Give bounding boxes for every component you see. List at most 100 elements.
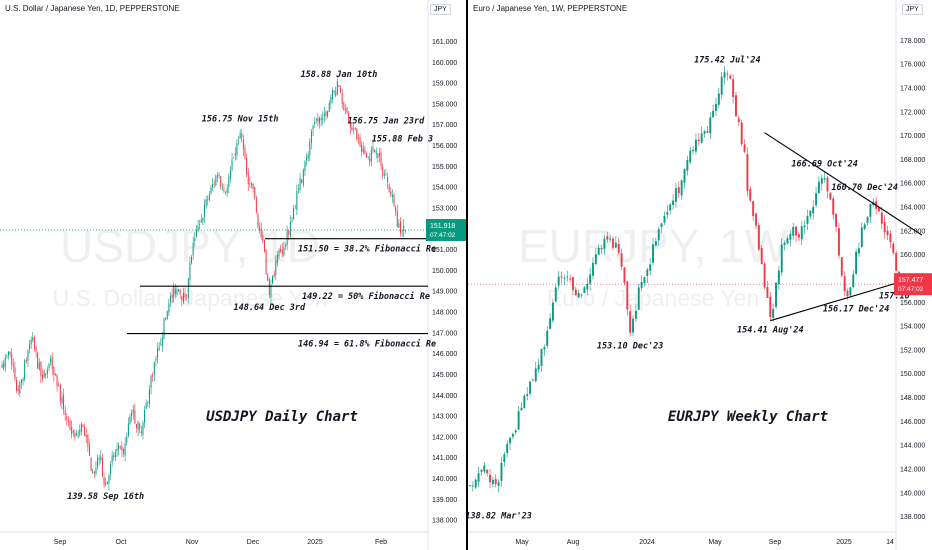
candle-body[interactable] xyxy=(103,477,105,485)
candle-body[interactable] xyxy=(349,123,351,128)
candle-body[interactable] xyxy=(24,359,26,379)
candle-body[interactable] xyxy=(220,176,222,187)
candle-body[interactable] xyxy=(135,424,137,428)
candle-body[interactable] xyxy=(574,289,577,296)
candle-body[interactable] xyxy=(835,213,838,227)
candle-body[interactable] xyxy=(289,222,291,236)
candle-body[interactable] xyxy=(134,410,136,424)
candle-body[interactable] xyxy=(314,122,316,124)
candle-body[interactable] xyxy=(709,117,712,134)
candle-body[interactable] xyxy=(184,293,186,298)
candle-body[interactable] xyxy=(494,478,497,484)
candle-body[interactable] xyxy=(272,275,274,284)
candle-body[interactable] xyxy=(543,347,546,350)
candle-body[interactable] xyxy=(262,234,264,241)
candle-body[interactable] xyxy=(247,172,249,185)
candle-body[interactable] xyxy=(634,310,637,319)
candle-body[interactable] xyxy=(307,154,309,159)
candle-body[interactable] xyxy=(144,410,146,423)
candle-body[interactable] xyxy=(152,375,154,377)
candle-body[interactable] xyxy=(35,346,37,353)
candle-body[interactable] xyxy=(161,338,163,346)
candle-body[interactable] xyxy=(281,249,283,254)
candle-body[interactable] xyxy=(157,348,159,358)
candle-body[interactable] xyxy=(817,181,820,193)
candle-body[interactable] xyxy=(155,358,157,361)
candle-body[interactable] xyxy=(529,381,532,394)
candle-body[interactable] xyxy=(843,276,846,292)
candle-body[interactable] xyxy=(594,254,597,264)
candle-body[interactable] xyxy=(815,193,818,206)
candle-body[interactable] xyxy=(755,213,757,226)
candle-body[interactable] xyxy=(367,156,369,157)
candle-body[interactable] xyxy=(54,374,56,376)
candle-body[interactable] xyxy=(257,214,259,227)
candle-body[interactable] xyxy=(173,286,175,297)
candle-body[interactable] xyxy=(280,249,282,252)
candle-body[interactable] xyxy=(489,474,491,483)
candle-body[interactable] xyxy=(268,279,270,295)
candle-body[interactable] xyxy=(319,118,321,124)
candle-body[interactable] xyxy=(140,431,142,433)
candle-body[interactable] xyxy=(403,225,405,232)
candle-body[interactable] xyxy=(304,161,306,171)
candle-body[interactable] xyxy=(330,97,332,104)
candle-body[interactable] xyxy=(357,138,359,140)
candle-body[interactable] xyxy=(506,443,509,454)
candle-body[interactable] xyxy=(275,260,277,275)
candle-body[interactable] xyxy=(586,283,589,290)
candle-body[interactable] xyxy=(64,410,66,415)
candle-body[interactable] xyxy=(729,75,732,79)
candle-body[interactable] xyxy=(200,219,202,223)
candle-body[interactable] xyxy=(191,257,193,263)
candle-body[interactable] xyxy=(483,465,486,472)
candle-body[interactable] xyxy=(69,420,71,430)
candle-body[interactable] xyxy=(680,180,683,196)
candle-body[interactable] xyxy=(22,379,24,381)
candle-body[interactable] xyxy=(124,443,126,456)
candle-body[interactable] xyxy=(80,423,82,432)
candle-body[interactable] xyxy=(265,249,267,274)
candle-body[interactable] xyxy=(511,433,514,437)
candle-body[interactable] xyxy=(210,187,212,194)
candle-body[interactable] xyxy=(772,308,775,318)
candle-body[interactable] xyxy=(380,152,382,166)
candle-body[interactable] xyxy=(221,187,223,189)
candle-body[interactable] xyxy=(523,395,526,409)
candle-body[interactable] xyxy=(732,79,735,97)
candle-body[interactable] xyxy=(317,118,319,122)
candle-body[interactable] xyxy=(291,220,293,223)
candle-body[interactable] xyxy=(148,389,150,404)
candle-body[interactable] xyxy=(215,175,217,186)
candle-body[interactable] xyxy=(218,174,220,177)
candle-body[interactable] xyxy=(19,382,21,394)
candle-body[interactable] xyxy=(369,158,371,163)
candle-body[interactable] xyxy=(746,154,749,192)
candle-body[interactable] xyxy=(577,293,580,298)
candle-body[interactable] xyxy=(213,183,215,185)
candle-body[interactable] xyxy=(583,287,586,294)
candle-body[interactable] xyxy=(717,93,720,105)
candle-body[interactable] xyxy=(286,229,288,246)
candle-body[interactable] xyxy=(254,187,256,198)
candle-body[interactable] xyxy=(769,296,772,318)
candle-body[interactable] xyxy=(378,153,380,156)
candle-body[interactable] xyxy=(344,108,346,110)
candle-body[interactable] xyxy=(87,434,89,447)
candle-body[interactable] xyxy=(171,295,173,298)
candle-body[interactable] xyxy=(889,233,892,243)
candle-body[interactable] xyxy=(517,411,520,430)
candle-body[interactable] xyxy=(30,339,32,345)
candle-body[interactable] xyxy=(346,107,348,113)
candle-body[interactable] xyxy=(302,169,304,185)
candle-body[interactable] xyxy=(33,337,35,349)
candle-body[interactable] xyxy=(340,87,342,93)
candle-body[interactable] xyxy=(789,233,792,240)
candle-body[interactable] xyxy=(246,157,248,175)
candle-body[interactable] xyxy=(263,239,265,252)
candle-body[interactable] xyxy=(858,248,860,254)
candle-body[interactable] xyxy=(72,431,74,433)
candle-body[interactable] xyxy=(786,238,789,244)
candle-body[interactable] xyxy=(469,485,471,487)
candle-body[interactable] xyxy=(207,199,209,201)
